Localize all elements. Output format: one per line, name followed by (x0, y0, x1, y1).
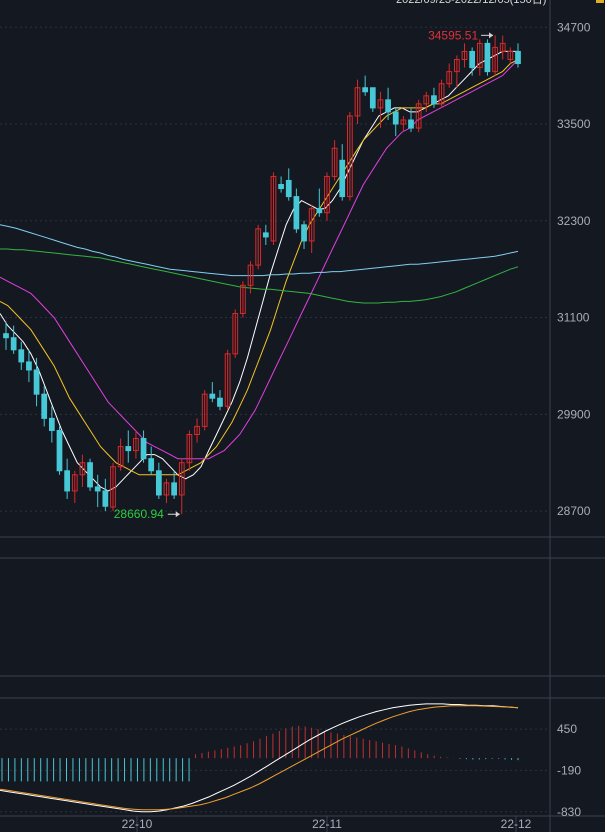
macd-tick-label: -830 (557, 805, 581, 819)
candle-down[interactable] (392, 111, 399, 125)
candle-up[interactable] (201, 393, 208, 427)
candle-down[interactable] (33, 369, 40, 395)
candle-up[interactable] (255, 228, 262, 266)
moving-averages (0, 50, 519, 492)
candle-down[interactable] (262, 232, 269, 238)
candle-up[interactable] (507, 50, 514, 61)
price-tick-label: 31100 (557, 311, 590, 325)
axis-labels: 34700 33500 32300 31100 29900 28700 34595.51 28… (114, 0, 604, 831)
candle-up[interactable] (377, 99, 384, 109)
ma-line-ma20 (0, 59, 519, 460)
candle-down[interactable] (155, 470, 162, 496)
date-label: 22-12 (501, 817, 532, 831)
candle-down[interactable] (301, 224, 307, 242)
price-tick-label: 32300 (557, 214, 591, 228)
candle-down[interactable] (140, 438, 147, 460)
candle-down[interactable] (56, 429, 63, 472)
candle-up[interactable] (186, 433, 193, 464)
candle-up[interactable] (415, 103, 422, 129)
candle-up[interactable] (133, 438, 139, 452)
candle-down[interactable] (285, 179, 292, 198)
price-tick-label: 34700 (557, 20, 591, 34)
candle-up[interactable] (178, 462, 185, 496)
candle-down[interactable] (94, 486, 101, 492)
candle-down[interactable] (10, 337, 17, 351)
candle-up[interactable] (117, 446, 124, 468)
candle-down[interactable] (408, 119, 414, 129)
candle-down[interactable] (41, 393, 48, 419)
macd-line-dif (0, 703, 519, 813)
price-tick-label: 33500 (557, 117, 591, 131)
candle-down[interactable] (217, 397, 223, 407)
candle-down[interactable] (369, 87, 376, 109)
candle-down[interactable] (64, 470, 71, 492)
candle-up[interactable] (224, 353, 231, 407)
candle-down[interactable] (26, 361, 32, 371)
candle-down[interactable] (125, 446, 132, 452)
candle-up[interactable] (461, 50, 468, 61)
candle-up[interactable] (476, 42, 483, 69)
candle-up[interactable] (453, 59, 460, 73)
candle-down[interactable] (469, 50, 476, 69)
candle-down[interactable] (316, 208, 323, 214)
ma-line-ma10 (0, 59, 519, 476)
candle-up[interactable] (247, 264, 254, 286)
lock-icon[interactable] (596, 0, 604, 3)
low-annotation: 28660.94 (114, 507, 164, 521)
candle-down[interactable] (3, 333, 9, 339)
candle-up[interactable] (400, 119, 407, 125)
candle-up[interactable] (499, 42, 506, 52)
candle-up[interactable] (240, 284, 246, 315)
candle-down[interactable] (278, 184, 284, 190)
candle-up[interactable] (423, 95, 430, 105)
candle-up[interactable] (354, 87, 361, 117)
candle-up[interactable] (163, 482, 170, 496)
candle-up[interactable] (331, 147, 338, 177)
candle-down[interactable] (484, 42, 491, 73)
candle-down[interactable] (18, 349, 25, 363)
high-annotation: 34595.51 (428, 28, 478, 42)
price-tick-label: 29900 (557, 407, 591, 421)
candle-up[interactable] (347, 115, 353, 198)
candle-up[interactable] (194, 425, 200, 435)
candle-up[interactable] (438, 83, 445, 105)
high-arrow-head (489, 32, 494, 39)
ma-line-ma120 (0, 248, 519, 304)
candle-up[interactable] (71, 474, 78, 492)
candle-down[interactable] (87, 462, 93, 488)
low-arrow-head (175, 511, 180, 518)
date-label: 22-11 (312, 817, 342, 831)
candle-up[interactable] (270, 175, 277, 242)
candle-down[interactable] (362, 87, 369, 93)
candle-up[interactable] (308, 208, 315, 242)
date-range-label: 2022/09/23-2022/12/05(150日) (396, 0, 546, 6)
candle-down[interactable] (385, 99, 391, 113)
price-tick-label: 28700 (557, 504, 591, 518)
candle-up[interactable] (446, 71, 453, 85)
candle-down[interactable] (209, 393, 216, 399)
macd-line-dea (0, 705, 519, 811)
candle-down[interactable] (339, 159, 346, 198)
candle-up[interactable] (232, 313, 239, 355)
date-label: 22-10 (122, 817, 153, 831)
candle-up[interactable] (110, 466, 116, 508)
candle-down[interactable] (171, 482, 177, 496)
macd-tick-label: -190 (557, 763, 581, 777)
candles[interactable] (3, 35, 521, 515)
candle-up[interactable] (492, 46, 498, 73)
candle-down[interactable] (515, 50, 521, 65)
candle-up[interactable] (324, 175, 330, 214)
candle-down[interactable] (431, 95, 437, 105)
candle-up[interactable] (79, 462, 86, 476)
candle-down[interactable] (148, 458, 155, 472)
candle-down[interactable] (293, 196, 300, 230)
macd-tick-label: 450 (557, 722, 577, 736)
candle-down[interactable] (102, 490, 109, 507)
ma-line-ma60 (0, 224, 519, 277)
candle-down[interactable] (48, 417, 55, 431)
macd-panel (0, 703, 519, 813)
